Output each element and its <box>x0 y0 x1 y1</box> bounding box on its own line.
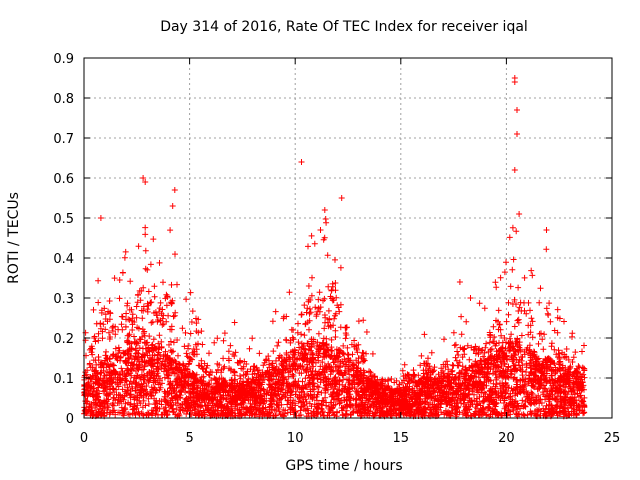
plot-frame <box>83 57 613 419</box>
y-tick-label: 0.8 <box>53 92 74 107</box>
y-tick-label: 0 <box>66 412 74 427</box>
x-tick-label: 10 <box>287 431 304 446</box>
data-points-layer <box>81 75 588 420</box>
y-axis-label: ROTI / TECUs <box>6 192 22 284</box>
x-axis-label: GPS time / hours <box>285 458 402 474</box>
x-tick-label: 15 <box>393 431 410 446</box>
y-tick-label: 0.6 <box>53 172 74 187</box>
x-tick-label: 0 <box>80 431 88 446</box>
x-tick-label: 25 <box>604 431 621 446</box>
x-tick-label: 20 <box>498 431 515 446</box>
roti-data-points <box>81 75 588 420</box>
y-tick-label: 0.3 <box>53 292 74 307</box>
chart-title: Day 314 of 2016, Rate Of TEC Index for r… <box>160 19 528 35</box>
tick-labels-layer: 0 5 10 15 20 25 0 0.1 0.2 0.3 0.4 0.5 0.6 0.7 0.8 0.9 <box>53 52 620 446</box>
y-tick-label: 0.7 <box>53 132 74 147</box>
y-tick-label: 0.1 <box>53 372 74 387</box>
y-tick-label: 0.2 <box>53 332 74 347</box>
x-tick-label: 5 <box>185 431 193 446</box>
y-tick-label: 0.5 <box>53 212 74 227</box>
y-tick-label: 0.9 <box>53 52 74 67</box>
y-tick-label: 0.4 <box>53 252 74 267</box>
ticks-layer <box>83 57 613 419</box>
